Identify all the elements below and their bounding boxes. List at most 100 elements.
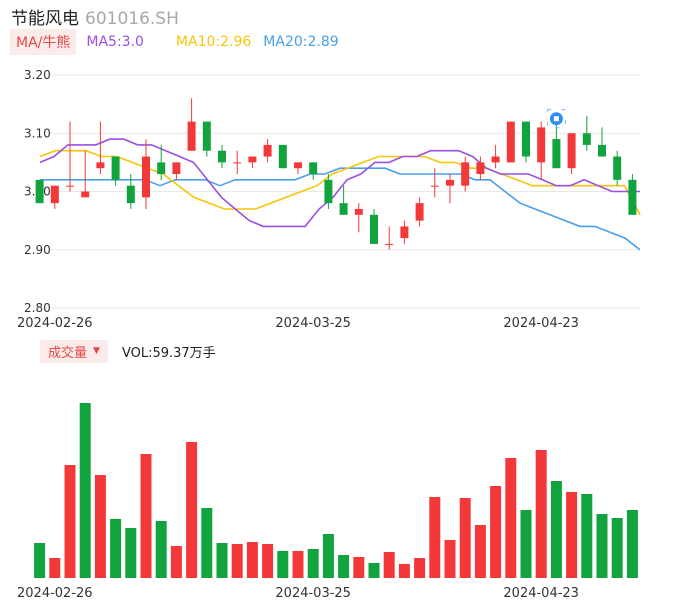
volume-bar	[125, 528, 137, 578]
volume-bar	[307, 549, 319, 578]
candle-body	[278, 144, 287, 169]
ma5-legend: MA5:3.0	[86, 34, 144, 50]
candle-body	[339, 203, 348, 215]
volume-bar	[231, 544, 243, 578]
y-tick-label: 2.90	[24, 243, 51, 257]
candlesticks	[35, 98, 637, 250]
candle-body	[491, 156, 500, 163]
volume-bar	[383, 552, 395, 578]
moving-averages	[39, 138, 641, 251]
volume-bar	[611, 518, 623, 578]
volume-bar	[353, 557, 365, 578]
volume-bar	[505, 458, 517, 578]
ma20-line	[40, 167, 641, 251]
caret-down-icon: ▼	[93, 346, 100, 356]
candle-body	[218, 150, 226, 163]
volume-bars	[34, 403, 638, 578]
volume-bar	[338, 555, 350, 578]
volume-bar	[292, 551, 304, 578]
volume-bar	[140, 454, 152, 578]
stock-code: 601016.SH	[85, 9, 179, 29]
volume-bar	[277, 551, 289, 578]
candle-body	[172, 162, 181, 175]
volume-value: VOL:59.37万手	[121, 345, 216, 361]
candle-body	[537, 127, 546, 163]
candle-body	[415, 203, 424, 221]
price-grid	[50, 74, 640, 309]
x-tick-label: 2024-02-26	[17, 586, 93, 601]
volume-bar	[216, 543, 228, 578]
volume-bar	[155, 521, 167, 578]
y-tick-label: 3.10	[24, 126, 51, 140]
candle-body	[66, 185, 74, 187]
price-axis: 3.203.103.002.902.80	[24, 68, 51, 315]
price-x-axis: 2024-02-26 2024-03-25 2024-04-23	[17, 316, 579, 331]
volume-bar	[581, 494, 593, 578]
volume-bar	[566, 492, 578, 578]
ma10-line	[39, 149, 641, 216]
candle-body	[294, 162, 302, 169]
volume-bar	[186, 442, 198, 578]
candle-body	[354, 208, 363, 215]
candle-body	[461, 162, 470, 186]
candle-body	[248, 156, 257, 163]
volume-bar	[79, 403, 91, 578]
candle-body	[309, 162, 318, 175]
volume-bar	[444, 540, 456, 578]
volume-bar	[474, 525, 486, 578]
candle-body	[233, 162, 242, 164]
candle-body	[370, 214, 378, 244]
volume-bar	[322, 534, 334, 578]
volume-bar	[414, 558, 426, 578]
x-tick-label: 2024-03-25	[275, 316, 351, 331]
volume-bar	[64, 465, 76, 578]
candle-body	[142, 156, 150, 198]
volume-bar	[535, 450, 547, 578]
x-tick-label: 2024-02-26	[17, 316, 93, 331]
ma5-line	[39, 138, 640, 228]
candle-body	[157, 162, 166, 175]
marker-glyph	[553, 116, 559, 122]
volume-bar	[49, 558, 61, 578]
volume-bar	[34, 543, 46, 578]
candle-body	[126, 185, 135, 204]
x-tick-label: 2024-04-23	[503, 316, 579, 331]
volume-bar	[262, 544, 274, 578]
ma-legend: MA/牛熊 MA5:3.0 MA10:2.96 MA20:2.89	[10, 29, 339, 55]
volume-bar	[246, 542, 258, 578]
candle-body	[400, 226, 409, 239]
volume-indicator-dropdown[interactable]: 成交量 ▼	[40, 339, 108, 363]
candle-body	[628, 179, 637, 215]
volume-bar	[368, 563, 380, 578]
candle-body	[598, 144, 606, 157]
volume-bar	[626, 510, 638, 578]
volume-bar	[170, 546, 182, 578]
marker-frame	[546, 109, 566, 129]
candle-body	[476, 162, 485, 175]
event-marker-icon	[546, 109, 566, 129]
candle-body	[522, 121, 530, 157]
candle-body	[446, 179, 454, 186]
stock-name: 节能风电	[11, 9, 79, 29]
y-tick-label: 3.20	[24, 68, 51, 82]
candle-body	[506, 121, 515, 163]
candle-body	[81, 191, 90, 198]
ma10-legend: MA10:2.96	[175, 34, 252, 50]
candle-body	[582, 133, 591, 145]
candle-body	[35, 179, 44, 204]
volume-bar	[429, 497, 441, 578]
candle-body	[613, 156, 622, 180]
volume-bar	[490, 486, 502, 578]
indicator-selector[interactable]: MA/牛熊	[10, 29, 77, 55]
candle-body	[202, 121, 211, 151]
x-tick-label: 2024-04-23	[503, 586, 579, 601]
volume-legend: 成交量 ▼ VOL:59.37万手	[40, 339, 216, 363]
candle-body	[187, 121, 196, 151]
candle-body	[111, 156, 120, 180]
volume-bar	[520, 510, 532, 578]
volume-bar	[201, 508, 213, 578]
ma20-legend: MA20:2.89	[263, 34, 339, 50]
candle-body	[50, 185, 59, 204]
volume-dropdown-label: 成交量	[48, 345, 88, 361]
